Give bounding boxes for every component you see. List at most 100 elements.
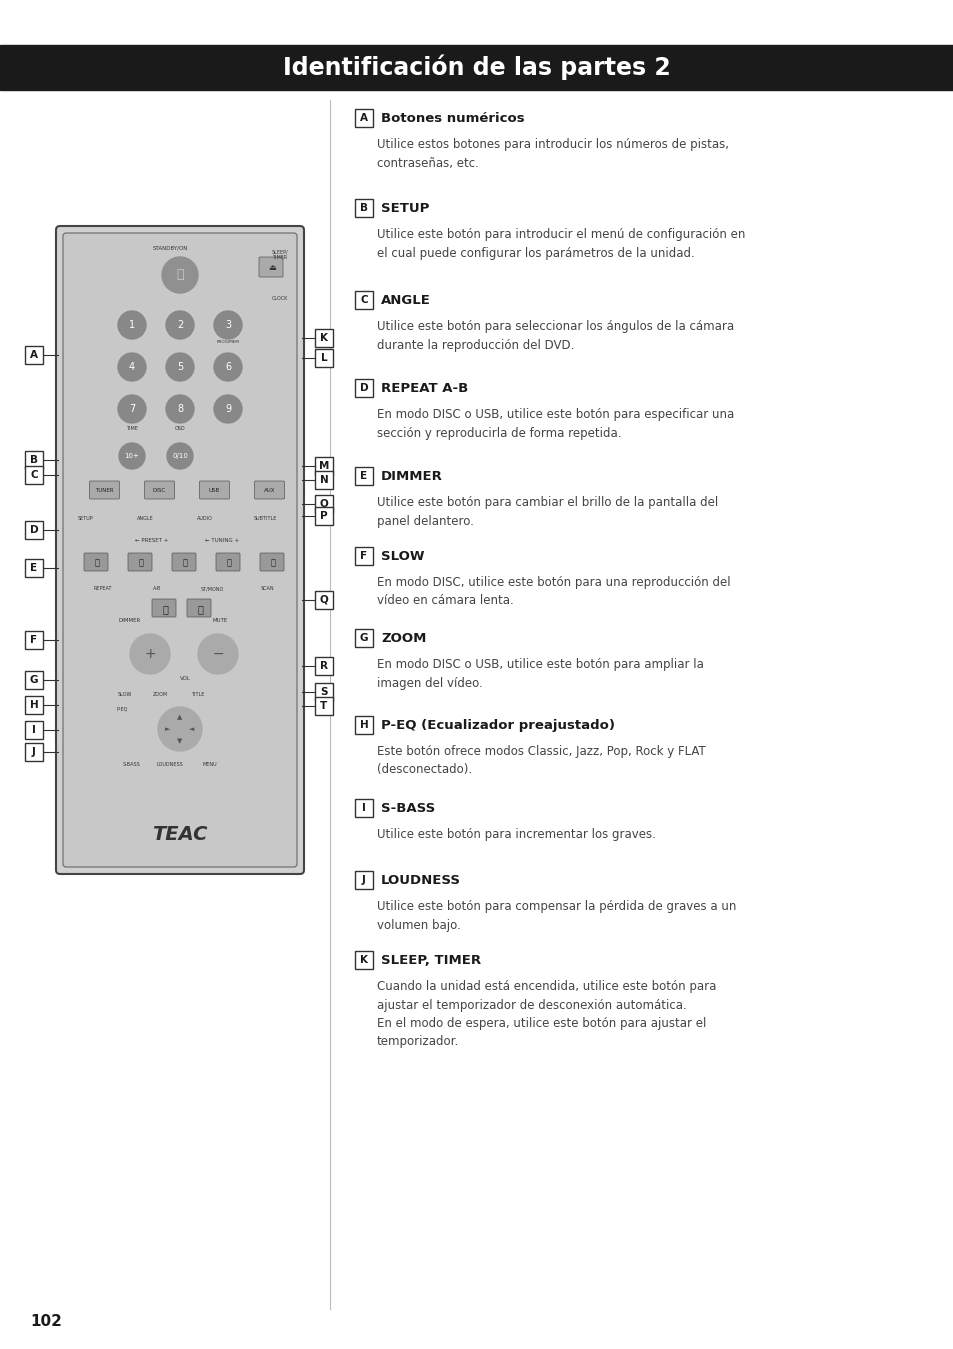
Text: SETUP: SETUP [77,517,92,522]
Text: D: D [359,383,368,393]
FancyBboxPatch shape [314,657,333,674]
FancyBboxPatch shape [314,349,333,367]
FancyBboxPatch shape [314,471,333,488]
Text: Este botón ofrece modos Classic, Jazz, Pop, Rock y FLAT
(desconectado).: Este botón ofrece modos Classic, Jazz, P… [376,745,705,777]
Text: Utilice este botón para introducir el menú de configuración en
el cual puede con: Utilice este botón para introducir el me… [376,228,744,259]
Text: 102: 102 [30,1314,62,1329]
Text: O: O [319,499,328,509]
FancyBboxPatch shape [152,599,175,616]
Text: SETUP: SETUP [380,201,429,214]
Text: ZOOM: ZOOM [152,692,168,696]
Text: A: A [30,349,38,360]
Text: En modo DISC o USB, utilice este botón para especificar una
sección y reproducir: En modo DISC o USB, utilice este botón p… [376,407,734,440]
Text: ⏹: ⏹ [197,604,203,614]
Text: ← TUNING +: ← TUNING + [205,538,239,544]
Circle shape [213,312,242,339]
Text: H: H [30,700,38,710]
Text: ⏸: ⏸ [182,558,188,568]
Text: −: − [212,648,224,661]
Text: SUBTITLE: SUBTITLE [253,517,276,522]
Text: ⏵: ⏵ [162,604,168,614]
Text: G: G [30,674,38,685]
Text: AUX: AUX [263,488,275,494]
Text: STANDBY/ON: STANDBY/ON [152,246,188,251]
Text: 9: 9 [225,403,231,414]
FancyBboxPatch shape [84,553,108,571]
Text: H: H [359,720,368,730]
Circle shape [166,395,193,424]
FancyBboxPatch shape [25,345,43,364]
Text: ⏭: ⏭ [271,558,275,568]
Text: Botones numéricos: Botones numéricos [380,112,524,124]
Text: E: E [30,563,37,573]
FancyBboxPatch shape [199,482,230,499]
Text: I: I [362,803,366,813]
FancyBboxPatch shape [128,553,152,571]
Text: J: J [362,876,366,885]
Circle shape [166,312,193,339]
Text: Utilice este botón para compensar la pérdida de graves a un
volumen bajo.: Utilice este botón para compensar la pér… [376,900,736,932]
FancyBboxPatch shape [260,553,284,571]
Bar [0,45,953,90]
Text: PROG/MEM: PROG/MEM [216,340,239,344]
Text: DIMMER: DIMMER [380,469,442,483]
FancyBboxPatch shape [355,871,373,889]
FancyBboxPatch shape [90,482,119,499]
Text: 3: 3 [225,320,231,331]
FancyBboxPatch shape [314,507,333,525]
Text: CLOCK: CLOCK [272,295,288,301]
Text: DIMMER: DIMMER [119,618,141,623]
FancyBboxPatch shape [63,233,296,867]
Text: M: M [318,461,329,471]
Text: B: B [30,455,38,465]
Circle shape [130,634,170,674]
Text: REPEAT A-B: REPEAT A-B [380,382,468,394]
FancyBboxPatch shape [314,591,333,608]
FancyBboxPatch shape [355,379,373,397]
FancyBboxPatch shape [25,521,43,540]
Text: 2: 2 [176,320,183,331]
Text: J: J [32,747,36,757]
Text: En modo DISC o USB, utilice este botón para ampliar la
imagen del vídeo.: En modo DISC o USB, utilice este botón p… [376,658,703,689]
Text: ⏻: ⏻ [176,268,184,282]
FancyBboxPatch shape [355,799,373,817]
Circle shape [166,353,193,380]
Text: P-EQ (Ecualizador preajustado): P-EQ (Ecualizador preajustado) [380,719,615,731]
Text: 5: 5 [176,362,183,372]
FancyBboxPatch shape [187,599,211,616]
Text: SLEEP, TIMER: SLEEP, TIMER [380,954,480,966]
FancyBboxPatch shape [25,451,43,469]
Text: TITLE: TITLE [192,692,205,696]
Text: 1: 1 [129,320,135,331]
Text: 6: 6 [225,362,231,372]
FancyBboxPatch shape [25,696,43,714]
Text: +: + [144,648,155,661]
Text: SLEEP/
TIMER: SLEEP/ TIMER [272,250,288,260]
Text: Cuando la unidad está encendida, utilice este botón para
ajustar el temporizador: Cuando la unidad está encendida, utilice… [376,979,716,1048]
Text: A-B: A-B [153,587,161,591]
Text: K: K [359,955,368,965]
FancyBboxPatch shape [314,683,333,701]
Text: F: F [360,550,367,561]
FancyBboxPatch shape [314,329,333,347]
FancyBboxPatch shape [314,697,333,715]
Circle shape [118,395,146,424]
Text: Utilice este botón para incrementar los graves.: Utilice este botón para incrementar los … [376,828,656,840]
Text: MUTE: MUTE [213,618,228,623]
Circle shape [213,395,242,424]
FancyBboxPatch shape [25,465,43,484]
Text: 7: 7 [129,403,135,414]
Text: G: G [359,633,368,643]
Circle shape [162,258,198,293]
Text: I: I [32,724,36,735]
Text: TIME: TIME [126,425,138,430]
Text: Utilice este botón para seleccionar los ángulos de la cámara
durante la reproduc: Utilice este botón para seleccionar los … [376,320,734,352]
Text: T: T [320,701,327,711]
Text: S: S [320,687,328,697]
Circle shape [118,353,146,380]
FancyBboxPatch shape [355,291,373,309]
FancyBboxPatch shape [25,631,43,649]
Text: LOUDNESS: LOUDNESS [380,874,460,886]
Text: ← PRESET +: ← PRESET + [135,538,169,544]
Text: Q: Q [319,595,328,604]
